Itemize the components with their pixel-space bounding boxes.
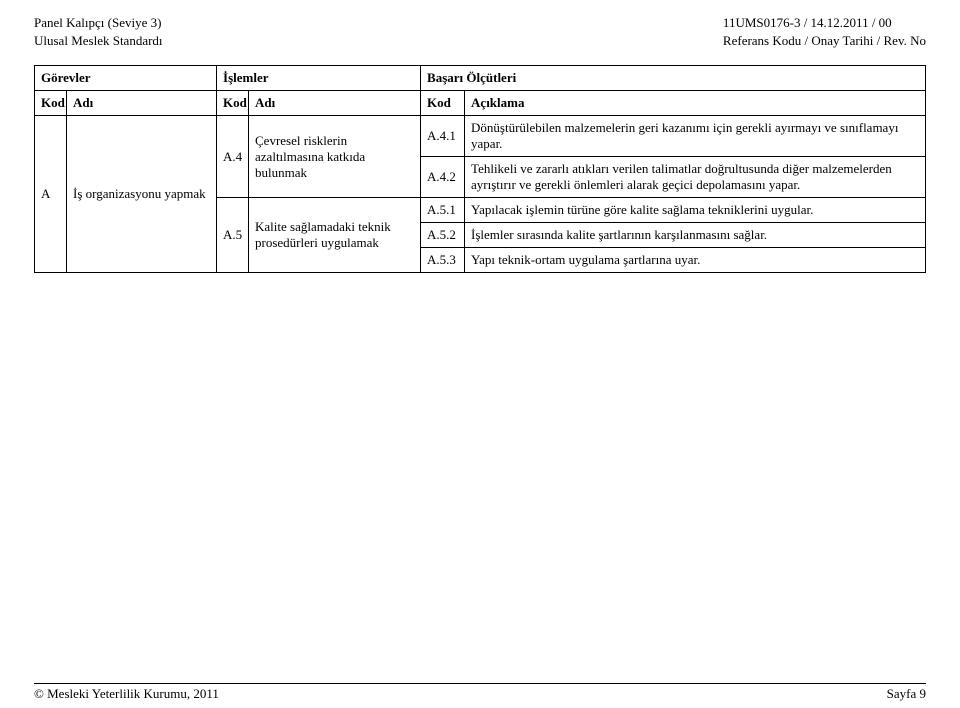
cell-gorev-kod: A (35, 116, 67, 273)
table-header-row-top: Görevler İşlemler Başarı Ölçütleri (35, 66, 926, 91)
cell-olcu-kod: A.5.2 (421, 223, 465, 248)
th-adi-2: Adı (249, 91, 421, 116)
footer-left: © Mesleki Yeterlilik Kurumu, 2011 (34, 686, 219, 702)
cell-olcu-kod: A.5.3 (421, 248, 465, 273)
cell-olcu-text: Yapı teknik-ortam uygulama şartlarına uy… (465, 248, 926, 273)
page-header: Panel Kalıpçı (Seviye 3) Ulusal Meslek S… (34, 14, 926, 49)
header-right: 11UMS0176-3 / 14.12.2011 / 00 Referans K… (723, 14, 926, 49)
cell-islem-adi: Kalite sağlamadaki teknik prosedürleri u… (249, 198, 421, 273)
cell-olcu-text: Dönüştürülebilen malzemelerin geri kazan… (465, 116, 926, 157)
cell-olcu-kod: A.4.2 (421, 157, 465, 198)
table-row: A İş organizasyonu yapmak A.4 Çevresel r… (35, 116, 926, 157)
cell-olcu-text: Yapılacak işlemin türüne göre kalite sağ… (465, 198, 926, 223)
th-kod-1: Kod (35, 91, 67, 116)
th-kod-2: Kod (217, 91, 249, 116)
cell-islem-kod: A.4 (217, 116, 249, 198)
cell-islem-adi: Çevresel risklerin azaltılmasına katkıda… (249, 116, 421, 198)
header-right-line1: 11UMS0176-3 / 14.12.2011 / 00 (723, 14, 926, 32)
standards-table: Görevler İşlemler Başarı Ölçütleri Kod A… (34, 65, 926, 273)
page-root: Panel Kalıpçı (Seviye 3) Ulusal Meslek S… (0, 0, 960, 708)
cell-olcu-text: Tehlikeli ve zararlı atıkları verilen ta… (465, 157, 926, 198)
cell-olcu-kod: A.4.1 (421, 116, 465, 157)
header-left-line1: Panel Kalıpçı (Seviye 3) (34, 14, 163, 32)
cell-olcu-text: İşlemler sırasında kalite şartlarının ka… (465, 223, 926, 248)
th-adi-1: Adı (67, 91, 217, 116)
table-header-row-sub: Kod Adı Kod Adı Kod Açıklama (35, 91, 926, 116)
th-kod-3: Kod (421, 91, 465, 116)
footer-right: Sayfa 9 (887, 686, 926, 702)
header-left-line2: Ulusal Meslek Standardı (34, 32, 163, 50)
th-gorevler: Görevler (35, 66, 217, 91)
th-aciklama: Açıklama (465, 91, 926, 116)
cell-gorev-adi: İş organizasyonu yapmak (67, 116, 217, 273)
header-right-line2: Referans Kodu / Onay Tarihi / Rev. No (723, 32, 926, 50)
header-left: Panel Kalıpçı (Seviye 3) Ulusal Meslek S… (34, 14, 163, 49)
cell-islem-kod: A.5 (217, 198, 249, 273)
th-basari: Başarı Ölçütleri (421, 66, 926, 91)
th-islemler: İşlemler (217, 66, 421, 91)
page-footer: © Mesleki Yeterlilik Kurumu, 2011 Sayfa … (34, 683, 926, 702)
cell-olcu-kod: A.5.1 (421, 198, 465, 223)
